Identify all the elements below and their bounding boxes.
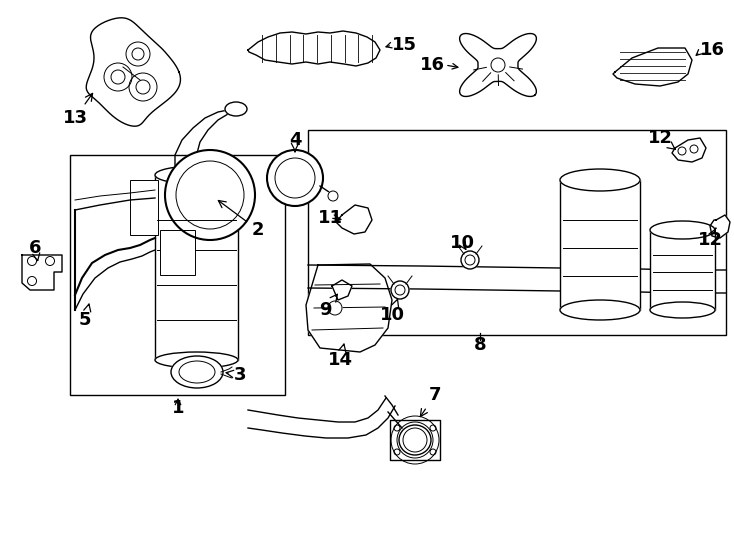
Ellipse shape [650, 221, 715, 239]
Ellipse shape [225, 102, 247, 116]
Bar [390, 420, 440, 460]
Ellipse shape [155, 352, 238, 368]
Circle shape [678, 147, 686, 155]
Bar [70, 155, 285, 395]
Text: 2: 2 [218, 200, 264, 239]
Polygon shape [672, 138, 706, 162]
Polygon shape [332, 280, 352, 300]
Text: 9: 9 [319, 294, 338, 319]
Text: 16: 16 [700, 41, 725, 59]
Text: 12: 12 [697, 228, 722, 249]
Text: 7: 7 [421, 386, 441, 416]
Text: 13: 13 [62, 93, 92, 127]
Bar [650, 230, 715, 310]
Text: 10: 10 [449, 234, 474, 252]
Ellipse shape [399, 425, 431, 455]
Ellipse shape [171, 356, 223, 388]
Polygon shape [248, 31, 380, 66]
Text: 16: 16 [420, 56, 445, 74]
Circle shape [27, 276, 37, 286]
Bar [155, 175, 238, 360]
Circle shape [267, 150, 323, 206]
Text: 4: 4 [288, 131, 301, 152]
Text: 3: 3 [226, 366, 246, 384]
Circle shape [46, 256, 54, 266]
Text: 12: 12 [647, 129, 675, 150]
Ellipse shape [560, 300, 640, 320]
Text: 8: 8 [473, 336, 487, 354]
Text: 1: 1 [172, 399, 184, 417]
Polygon shape [336, 205, 372, 234]
Circle shape [461, 251, 479, 269]
Circle shape [27, 256, 37, 266]
Text: 14: 14 [327, 344, 352, 369]
Text: 6: 6 [29, 239, 41, 261]
Polygon shape [306, 264, 392, 352]
Ellipse shape [560, 169, 640, 191]
Text: 11: 11 [318, 209, 343, 227]
Polygon shape [86, 18, 181, 126]
Circle shape [690, 145, 698, 153]
Bar [130, 180, 158, 235]
Text: 10: 10 [379, 299, 404, 324]
Text: 5: 5 [79, 304, 91, 329]
Circle shape [328, 191, 338, 201]
Bar [308, 130, 726, 335]
Bar [560, 180, 640, 310]
Polygon shape [22, 255, 62, 290]
Ellipse shape [650, 302, 715, 318]
Polygon shape [459, 33, 537, 97]
Polygon shape [613, 48, 692, 86]
Circle shape [165, 150, 255, 240]
Bar [160, 230, 195, 275]
Circle shape [328, 301, 342, 315]
Text: 15: 15 [392, 36, 417, 54]
Circle shape [391, 281, 409, 299]
Polygon shape [710, 215, 730, 238]
Ellipse shape [155, 166, 238, 184]
